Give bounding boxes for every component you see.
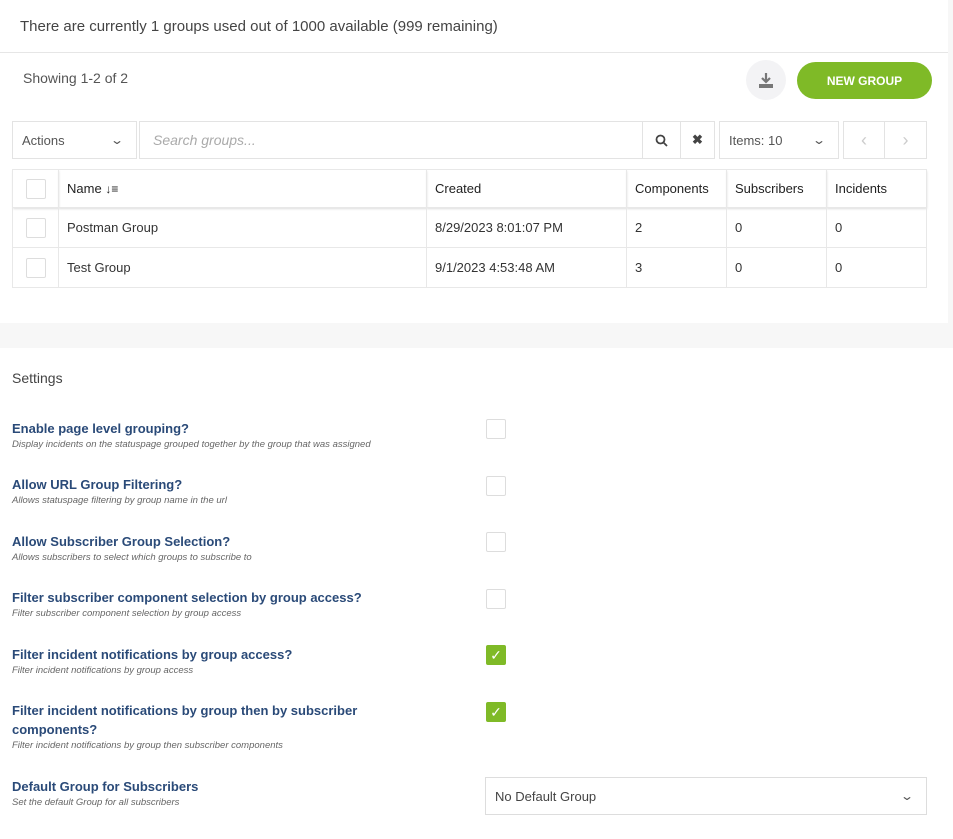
usage-banner: There are currently 1 groups used out of… — [20, 18, 498, 35]
cell-components: 2 — [626, 207, 727, 248]
cell-created: 8/29/2023 8:01:07 PM — [426, 207, 627, 248]
filter-by-group-then-components-checkbox[interactable]: ✓ — [486, 702, 506, 722]
header-label: Name — [67, 181, 102, 196]
column-incidents[interactable]: Incidents — [826, 169, 927, 208]
checkmark-icon: ✓ — [490, 703, 502, 720]
cell-created: 9/1/2023 4:53:48 AM — [426, 247, 627, 288]
divider — [0, 52, 948, 53]
row-select-cell — [12, 247, 59, 288]
setting-label: Allow Subscriber Group Selection? — [12, 534, 231, 549]
setting-description: Filter incident notifications by group t… — [12, 740, 283, 751]
actions-dropdown[interactable]: Actions ⌄ — [12, 121, 137, 159]
search-placeholder: Search groups... — [153, 132, 256, 148]
next-page-button[interactable]: › — [884, 121, 927, 159]
settings-panel — [0, 348, 953, 839]
subscriber-group-selection-checkbox[interactable] — [486, 532, 506, 552]
checkmark-icon: ✓ — [490, 646, 502, 663]
cell-name[interactable]: Test Group — [58, 247, 427, 288]
cell-subscribers: 0 — [726, 247, 827, 288]
setting-label: Allow URL Group Filtering? — [12, 477, 183, 492]
setting-default-group: Default Group for Subscribers Set the def… — [12, 777, 392, 809]
row-select-cell — [12, 207, 59, 248]
chevron-down-icon: ⌄ — [811, 133, 827, 147]
setting-description: Allows subscribers to select which group… — [12, 552, 252, 563]
column-subscribers[interactable]: Subscribers — [726, 169, 827, 208]
download-icon — [759, 73, 773, 88]
groups-table: Name ↓≡ Created Components Subscribers I… — [12, 169, 927, 288]
table-row[interactable]: Test Group 9/1/2023 4:53:48 AM 3 0 0 — [12, 247, 927, 288]
cell-subscribers: 0 — [726, 207, 827, 248]
setting-description: Set the default Group for all subscriber… — [12, 797, 180, 808]
page-grouping-checkbox[interactable] — [486, 419, 506, 439]
table-header: Name ↓≡ Created Components Subscribers I… — [12, 169, 927, 208]
chevron-down-icon: ⌄ — [109, 133, 125, 147]
setting-subscriber-group-selection: Allow Subscriber Group Selection? Allows … — [12, 532, 392, 564]
items-per-page-dropdown[interactable]: Items: 10 ⌄ — [719, 121, 839, 159]
column-components[interactable]: Components — [626, 169, 727, 208]
setting-page-grouping: Enable page level grouping? Display incid… — [12, 419, 392, 451]
url-filtering-checkbox[interactable] — [486, 476, 506, 496]
setting-filter-incident-notifications: Filter incident notifications by group a… — [12, 645, 392, 677]
setting-description: Display incidents on the statuspage grou… — [12, 439, 371, 450]
new-group-button[interactable]: NEW GROUP — [797, 62, 932, 99]
prev-page-button[interactable]: ‹ — [843, 121, 885, 159]
cell-name[interactable]: Postman Group — [58, 207, 427, 248]
setting-url-filtering: Allow URL Group Filtering? Allows statusp… — [12, 475, 392, 507]
actions-label: Actions — [22, 132, 65, 148]
setting-label: Filter incident notifications by group a… — [12, 647, 293, 662]
chevron-left-icon: ‹ — [861, 129, 867, 150]
cell-components: 3 — [626, 247, 727, 288]
column-created[interactable]: Created — [426, 169, 627, 208]
setting-label: Default Group for Subscribers — [12, 779, 199, 794]
cell-incidents: 0 — [826, 247, 927, 288]
clear-search-button[interactable]: ✖ — [680, 121, 715, 159]
setting-label: Filter incident notifications by group t… — [12, 703, 358, 737]
chevron-right-icon: › — [902, 129, 909, 150]
items-label: Items: 10 — [729, 132, 783, 148]
sort-icon: ↓≡ — [105, 182, 119, 196]
search-input[interactable]: Search groups... — [139, 121, 643, 159]
search-icon — [655, 134, 668, 147]
setting-description: Filter subscriber component selection by… — [12, 608, 242, 619]
settings-title: Settings — [12, 370, 63, 386]
filter-incident-notifications-checkbox[interactable]: ✓ — [486, 645, 506, 665]
showing-count: Showing 1-2 of 2 — [23, 70, 129, 86]
close-icon: ✖ — [692, 132, 703, 147]
search-button[interactable] — [642, 121, 681, 159]
filter-component-selection-checkbox[interactable] — [486, 589, 506, 609]
select-all-checkbox[interactable] — [25, 178, 46, 199]
setting-description: Filter incident notifications by group a… — [12, 665, 194, 676]
setting-label: Filter subscriber component selection by… — [12, 590, 362, 605]
row-checkbox[interactable] — [25, 257, 46, 278]
column-name[interactable]: Name ↓≡ — [58, 169, 427, 208]
chevron-down-icon: ⌄ — [899, 789, 915, 803]
setting-filter-component-selection: Filter subscriber component selection by… — [12, 588, 432, 620]
cell-incidents: 0 — [826, 207, 927, 248]
setting-filter-by-group-then-components: Filter incident notifications by group t… — [12, 701, 382, 752]
row-checkbox[interactable] — [25, 217, 46, 238]
default-group-value: No Default Group — [495, 788, 597, 804]
download-button[interactable] — [746, 60, 786, 100]
default-group-select[interactable]: No Default Group ⌄ — [485, 777, 927, 815]
select-all-cell — [12, 169, 59, 208]
setting-label: Enable page level grouping? — [12, 421, 189, 436]
table-row[interactable]: Postman Group 8/29/2023 8:01:07 PM 2 0 0 — [12, 207, 927, 248]
setting-description: Allows statuspage filtering by group nam… — [12, 495, 227, 506]
